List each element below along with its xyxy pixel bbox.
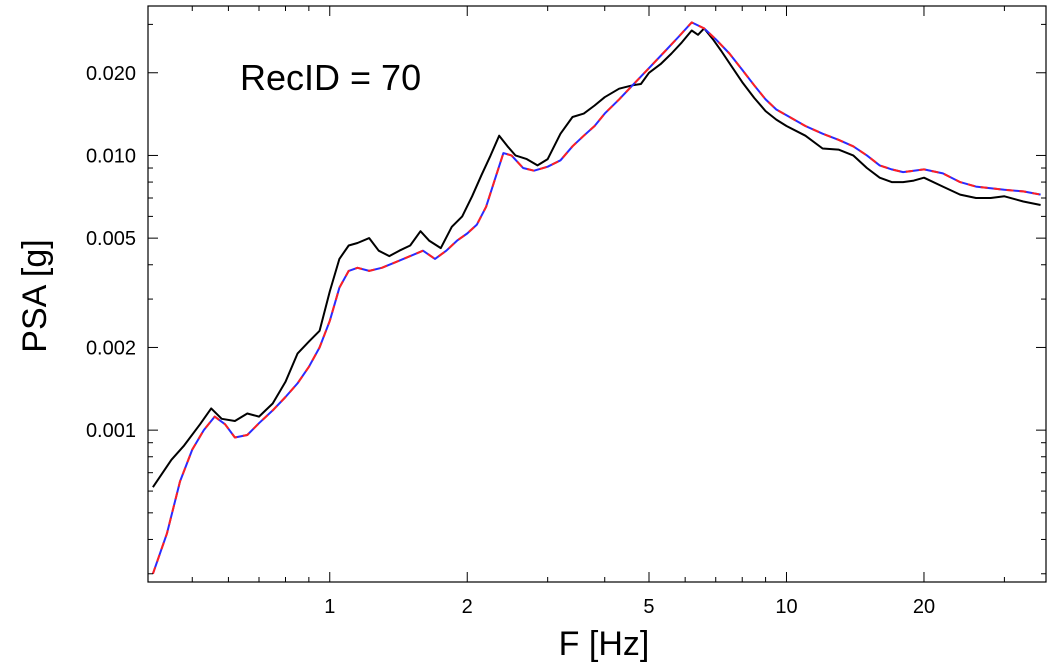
series-line-3 xyxy=(151,21,1041,575)
tick-layer: 1 2 5 10 20 0.001 0.002 0.005 0.010 0.020 xyxy=(86,6,1046,618)
y-tick-label: 0.002 xyxy=(86,337,136,359)
plot-frame-layer xyxy=(147,5,1047,583)
y-tick-label: 0.005 xyxy=(86,228,136,250)
y-tick-label: 0.020 xyxy=(86,63,136,85)
x-tick-label: 10 xyxy=(775,596,797,618)
y-axis-title: PSA [g] xyxy=(16,239,54,352)
y-tick-label: 0.001 xyxy=(86,420,136,442)
x-tick-label: 20 xyxy=(913,596,935,618)
x-tick-label: 1 xyxy=(324,596,335,618)
series-line-2 xyxy=(151,21,1041,575)
y-tick-label: 0.010 xyxy=(86,145,136,167)
plot-frame xyxy=(147,5,1047,583)
x-tick-label: 5 xyxy=(643,596,654,618)
series-layer xyxy=(151,21,1041,575)
series-line-1 xyxy=(152,27,1041,488)
rec-id-annotation: RecID = 70 xyxy=(240,57,421,98)
x-axis-title: F [Hz] xyxy=(559,625,650,663)
x-tick-label: 2 xyxy=(462,596,473,618)
